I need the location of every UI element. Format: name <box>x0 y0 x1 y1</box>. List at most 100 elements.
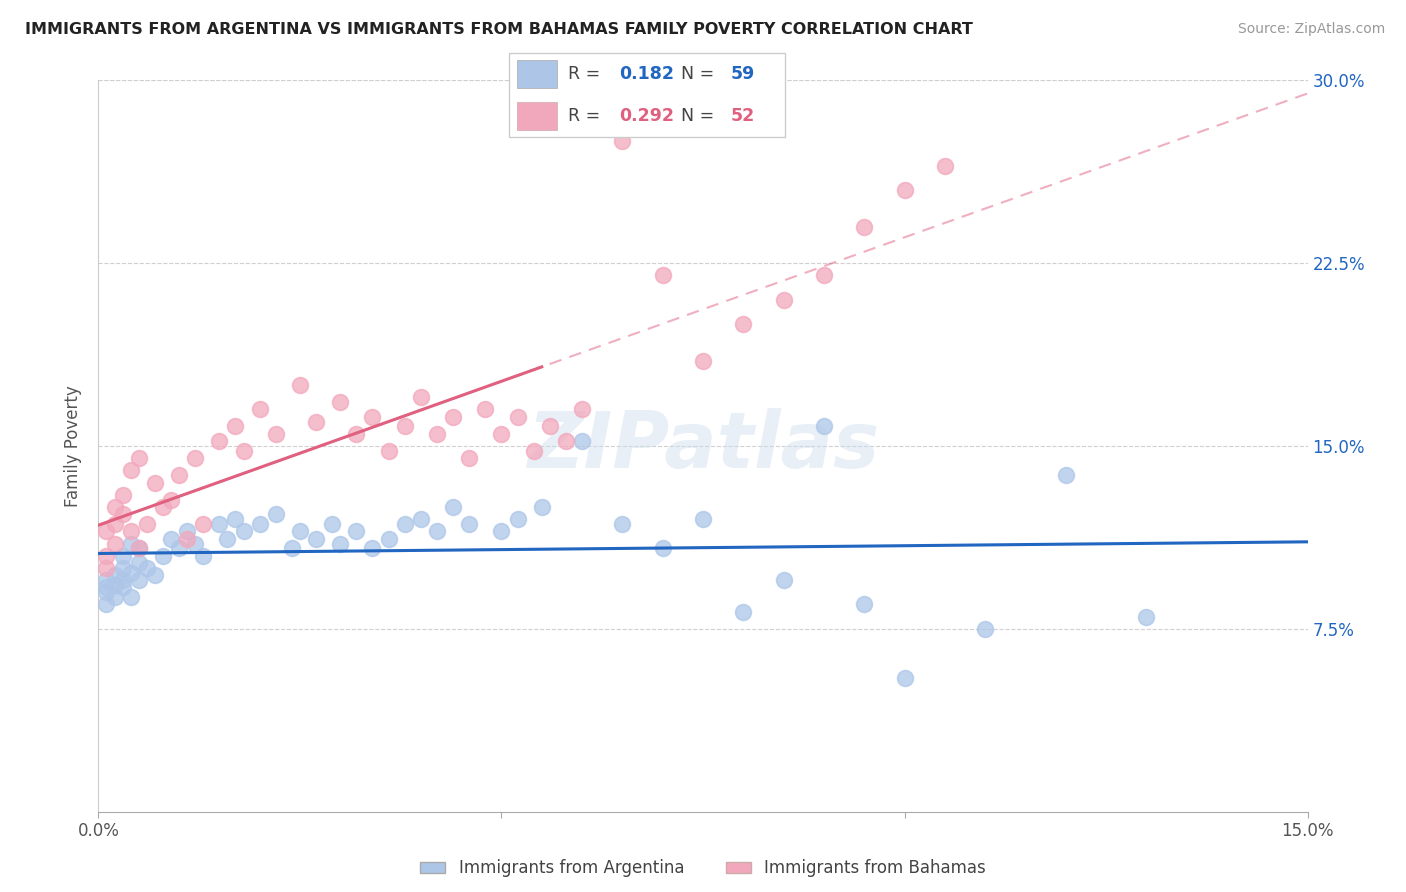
Legend: Immigrants from Argentina, Immigrants from Bahamas: Immigrants from Argentina, Immigrants fr… <box>413 853 993 884</box>
Point <box>651 541 673 556</box>
Point <box>96 549 118 563</box>
Point <box>288 378 311 392</box>
Point <box>103 500 125 514</box>
Point <box>160 532 183 546</box>
Point <box>612 516 634 531</box>
Point <box>733 317 755 331</box>
Point <box>344 524 367 539</box>
Point <box>160 492 183 507</box>
Point <box>128 573 150 587</box>
Point <box>893 183 915 197</box>
Point <box>128 556 150 570</box>
Point <box>813 268 835 283</box>
Point <box>506 409 529 424</box>
Point <box>152 500 174 514</box>
Point <box>167 468 190 483</box>
Point <box>853 219 876 234</box>
Point <box>111 581 134 595</box>
Point <box>103 536 125 550</box>
Point <box>120 463 142 477</box>
Point <box>103 578 125 592</box>
Point <box>264 426 287 441</box>
Point <box>491 426 513 441</box>
Point <box>184 536 207 550</box>
Point <box>934 159 956 173</box>
Point <box>377 532 399 546</box>
Point <box>329 395 352 409</box>
Point <box>103 568 125 582</box>
Point <box>321 516 343 531</box>
Point <box>96 581 118 595</box>
Point <box>538 419 561 434</box>
Point <box>281 541 304 556</box>
Text: IMMIGRANTS FROM ARGENTINA VS IMMIGRANTS FROM BAHAMAS FAMILY POVERTY CORRELATION : IMMIGRANTS FROM ARGENTINA VS IMMIGRANTS … <box>25 22 973 37</box>
Point <box>458 451 481 466</box>
Point <box>135 516 157 531</box>
Point <box>329 536 352 550</box>
Point <box>249 402 271 417</box>
Point <box>176 532 198 546</box>
Point <box>441 409 464 424</box>
Point <box>377 443 399 458</box>
Point <box>264 508 287 522</box>
Point <box>128 541 150 556</box>
Point <box>193 516 215 531</box>
Point <box>96 598 118 612</box>
Point <box>128 541 150 556</box>
Point <box>426 524 449 539</box>
Point <box>143 568 166 582</box>
Point <box>1135 609 1157 624</box>
Point <box>111 573 134 587</box>
Point <box>571 434 593 449</box>
Point <box>555 434 578 449</box>
Point <box>208 434 231 449</box>
FancyBboxPatch shape <box>517 102 557 129</box>
Point <box>96 561 118 575</box>
Point <box>974 622 997 636</box>
Point <box>128 451 150 466</box>
Point <box>176 524 198 539</box>
Text: R =: R = <box>568 106 606 125</box>
Point <box>152 549 174 563</box>
Point <box>893 671 915 685</box>
Point <box>474 402 496 417</box>
Point <box>409 512 432 526</box>
Text: 52: 52 <box>731 106 755 125</box>
Text: N =: N = <box>681 65 720 84</box>
Point <box>692 353 714 368</box>
Point <box>232 524 254 539</box>
Point <box>361 541 384 556</box>
Point <box>733 605 755 619</box>
Point <box>491 524 513 539</box>
Y-axis label: Family Poverty: Family Poverty <box>65 385 83 507</box>
Point <box>120 566 142 580</box>
Point <box>135 561 157 575</box>
Point <box>288 524 311 539</box>
Point <box>426 426 449 441</box>
Point <box>441 500 464 514</box>
Text: Source: ZipAtlas.com: Source: ZipAtlas.com <box>1237 22 1385 37</box>
Point <box>103 590 125 604</box>
Point <box>394 419 416 434</box>
Point <box>1054 468 1077 483</box>
Point <box>111 508 134 522</box>
Point <box>651 268 673 283</box>
Point <box>249 516 271 531</box>
Point <box>772 293 794 307</box>
Point <box>232 443 254 458</box>
Point <box>193 549 215 563</box>
Point <box>361 409 384 424</box>
Point <box>772 573 794 587</box>
Point <box>111 561 134 575</box>
Point <box>184 451 207 466</box>
Text: R =: R = <box>568 65 606 84</box>
Point <box>344 426 367 441</box>
Point <box>853 598 876 612</box>
Point <box>506 512 529 526</box>
Point <box>120 590 142 604</box>
Point <box>96 573 118 587</box>
Point <box>692 512 714 526</box>
Text: 0.292: 0.292 <box>619 106 673 125</box>
Text: ZIPatlas: ZIPatlas <box>527 408 879 484</box>
Point <box>224 419 246 434</box>
